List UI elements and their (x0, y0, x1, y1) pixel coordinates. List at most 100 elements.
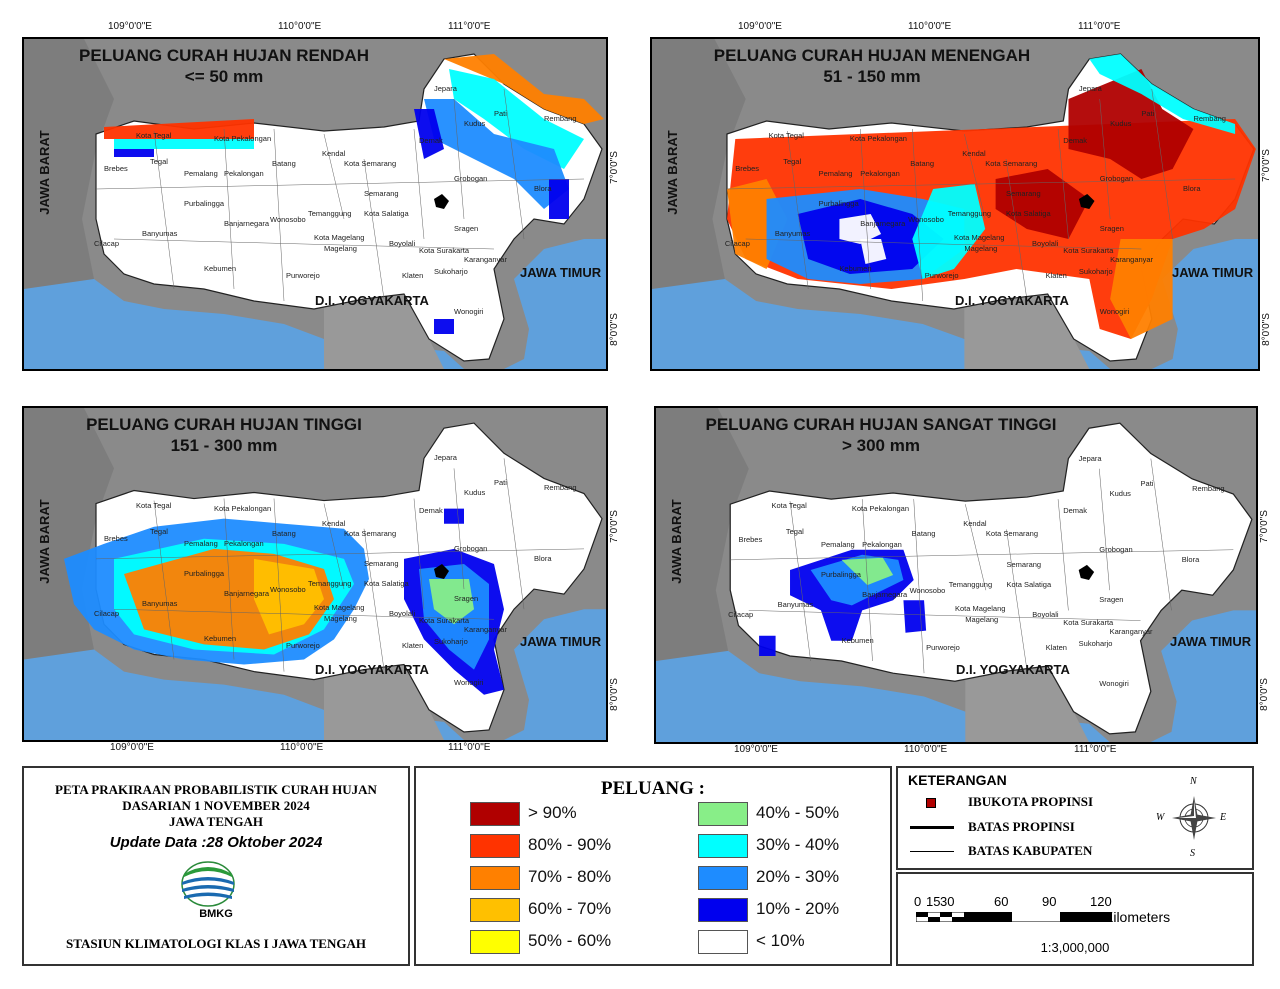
district-boundary (1099, 468, 1110, 591)
longitude-label: 111°0'0"E (1078, 21, 1121, 32)
latitude-label: 8°0'0"S (1258, 678, 1270, 711)
city-label: Banyumas (142, 599, 178, 609)
city-label: Pemalang (818, 169, 853, 178)
legend-label: > 90% (528, 803, 577, 822)
district-boundary (1006, 529, 1028, 672)
reservoir (1078, 564, 1095, 581)
region-label-east: JAWA TIMUR (1172, 265, 1254, 280)
city-label: Kota Salatiga (364, 209, 409, 218)
city-label: Sukoharjo (434, 637, 468, 647)
district-boundary (273, 128, 285, 302)
reservoir (434, 563, 449, 580)
map-canvas (24, 39, 606, 369)
legend-swatch (470, 898, 520, 922)
region-label-west: JAWA BARAT (668, 499, 684, 584)
longitude-label: 111°0'0"E (448, 742, 491, 753)
city-label: Rembang (1193, 114, 1226, 123)
city-label: Banjarnegara (224, 219, 270, 228)
legend-swatch (698, 930, 748, 954)
legend-swatch (698, 802, 748, 826)
west-java-land (24, 39, 114, 289)
city-label: Kota Pekalongan (214, 134, 272, 143)
station-name: STASIUN KLIMATOLOGI KLAS I JAWA TENGAH (66, 936, 366, 951)
district-boundary (503, 458, 525, 610)
city-label: Kota Pekalongan (214, 503, 272, 513)
city-label: Pati (494, 109, 507, 118)
city-label: Kudus (464, 488, 486, 498)
district-boundary (1151, 88, 1173, 240)
panel-title-main: PELUANG CURAH HUJAN TINGGI (86, 415, 362, 434)
city-label: Kendal (963, 519, 987, 529)
keterangan-title: KETERANGAN (908, 772, 1007, 788)
region-label-east: JAWA TIMUR (520, 634, 602, 649)
probability-area (841, 557, 894, 586)
city-label: Magelang (324, 614, 357, 624)
region-label-south: D.I. YOGYAKARTA (956, 662, 1070, 677)
compass-south: S (1190, 848, 1195, 859)
keterangan-box: KETERANGAN IBUKOTA PROPINSI BATAS PROPIN… (896, 766, 1254, 870)
scale-bar (916, 912, 1112, 922)
district-line-icon (910, 851, 954, 852)
longitude-label: 110°0'0"E (278, 21, 322, 32)
city-label: Kudus (1109, 488, 1131, 498)
city-label: Jepara (1078, 84, 1102, 93)
map-canvas (24, 408, 606, 740)
probability-area (434, 319, 454, 334)
city-label: Sragen (1099, 595, 1124, 605)
probability-area (860, 239, 887, 264)
city-label: Rembang (1192, 483, 1225, 493)
city-label: Sukoharjo (1078, 267, 1113, 276)
probability-area (759, 635, 776, 656)
probability-area (903, 600, 927, 633)
city-label: Sragen (454, 594, 479, 604)
district-boundary (273, 498, 285, 672)
city-label: Banyumas (774, 229, 811, 238)
panel-title-range: 151 - 300 mm (170, 436, 278, 455)
city-label: Pekalongan (860, 169, 900, 178)
city-label: Pemalang (820, 539, 855, 549)
city-label: Kota Pekalongan (851, 504, 910, 514)
probability-area (1068, 69, 1194, 179)
city-label: Banyumas (142, 229, 178, 238)
yogyakarta-land (964, 284, 1090, 369)
city-label: Kota Semarang (344, 528, 397, 538)
city-label: Magelang (965, 615, 999, 625)
city-label: Kudus (1110, 119, 1132, 128)
city-label: Pati (1141, 109, 1155, 118)
city-label: Kota Tegal (136, 131, 172, 140)
longitude-label: 110°0'0"E (904, 744, 948, 755)
city-label: Karanganyar (1110, 255, 1154, 264)
latitude-label: 8°0'0"S (1260, 313, 1272, 346)
panel-title: PELUANG CURAH HUJAN MENENGAH 51 - 150 mm (682, 45, 1062, 87)
city-label: Temanggung (308, 209, 352, 218)
district-boundary (113, 238, 495, 250)
city-label: Blora (1181, 554, 1200, 564)
city-label: Blora (534, 553, 552, 563)
legend-label: 10% - 20% (756, 899, 840, 918)
city-label: Tegal (150, 526, 168, 536)
city-label: Purbalingga (818, 199, 859, 208)
district-boundary (730, 549, 1234, 561)
compass-west: W (1156, 812, 1165, 823)
logo-text: BMKG (199, 908, 233, 920)
city-label: Kendal (322, 149, 346, 158)
city-label: Wonosobo (909, 586, 946, 596)
panel-title-range: 51 - 150 mm (823, 67, 921, 86)
city-label: Boyolali (1032, 239, 1059, 248)
city-label: Sukoharjo (1078, 638, 1113, 648)
district-boundary (789, 501, 811, 662)
compass-east: E (1220, 812, 1227, 823)
city-label: Pekalongan (224, 169, 264, 178)
city-label: Kota Tegal (771, 501, 807, 511)
city-label: Demak (419, 505, 443, 515)
city-label: Klaten (1045, 271, 1067, 280)
panel-title-main: PELUANG CURAH HUJAN SANGAT TINGGI (705, 415, 1057, 434)
city-label: Kendal (962, 149, 986, 158)
city-label: Pati (494, 478, 507, 488)
city-label: Kota Salatiga (1006, 580, 1052, 590)
latitude-label: 7°0'0"S (608, 151, 620, 184)
city-label: Purbalingga (184, 568, 225, 578)
city-label: Grobogan (454, 174, 488, 183)
probability-area (449, 69, 584, 169)
info-box: PETA PRAKIRAAN PROBABILISTIK CURAH HUJAN… (22, 766, 410, 966)
